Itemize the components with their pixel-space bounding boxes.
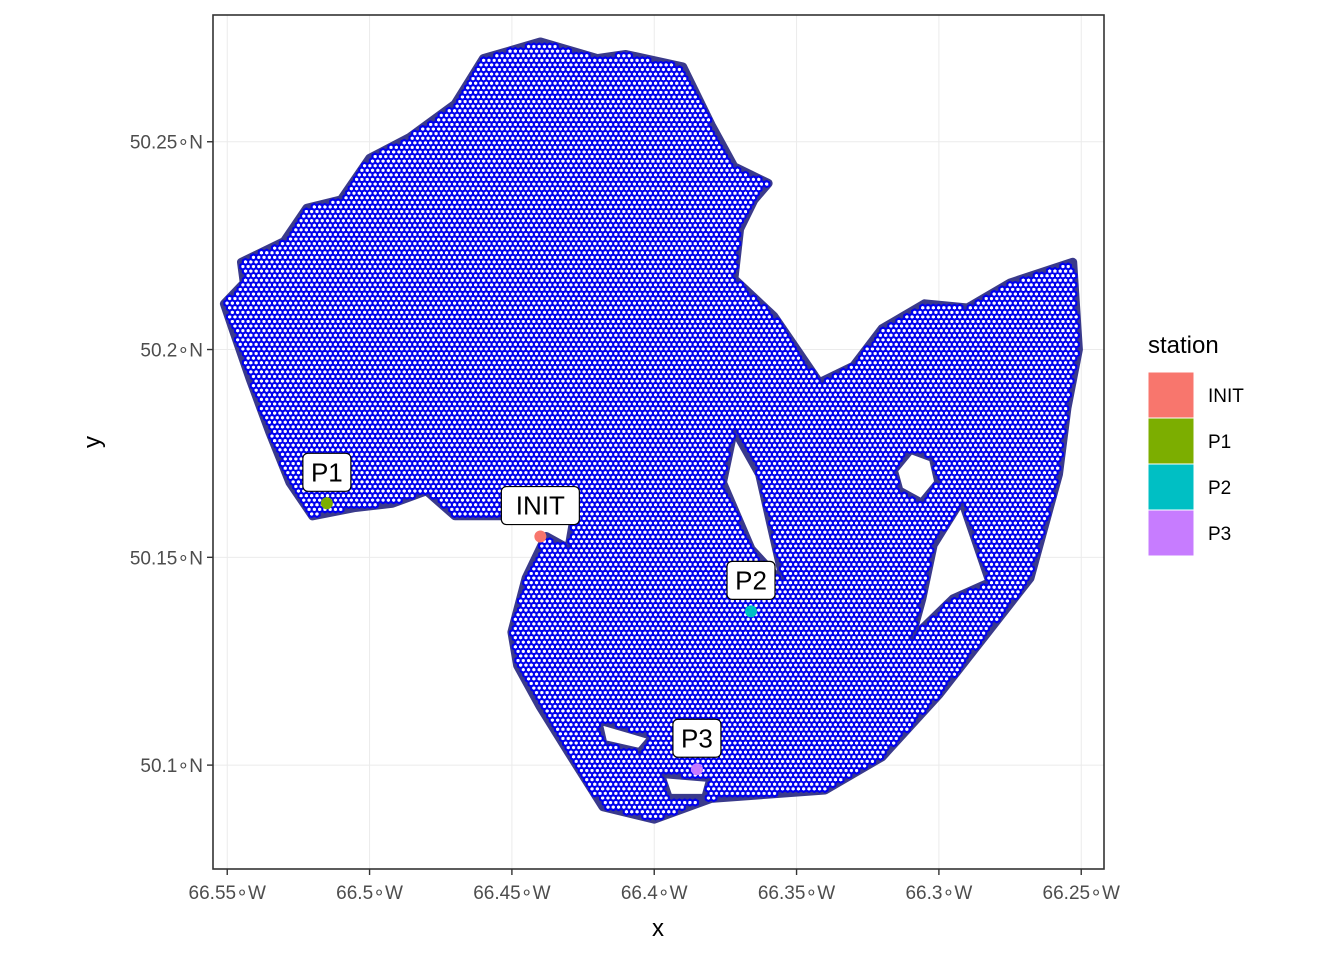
station-label-box — [726, 560, 776, 600]
x-tick-label: 66.45∘W — [473, 883, 550, 904]
station-label-p3: P3 — [672, 718, 722, 758]
station-point-p3 — [690, 763, 703, 776]
legend-label-p2: P2 — [1208, 478, 1231, 499]
x-tick-label: 66.5∘W — [336, 883, 403, 904]
legend-key-init — [1147, 371, 1195, 419]
station-labels: INIT P1 P2 P3 — [302, 452, 776, 758]
y-tick-label: 50.1∘N — [140, 756, 203, 777]
station-point-p1 — [320, 497, 333, 510]
station-label-box — [500, 485, 580, 526]
station-points — [320, 497, 758, 776]
legend: station INIT P1 P2 P3 — [1147, 332, 1244, 557]
station-label-box — [672, 718, 722, 758]
x-tick-label: 66.4∘W — [621, 883, 688, 904]
station-label-text: INIT — [516, 491, 565, 521]
legend-key-p2 — [1147, 463, 1195, 511]
hex-cells — [223, 42, 1080, 821]
station-label-init: INIT — [500, 485, 580, 526]
x-tick-label: 66.35∘W — [758, 883, 835, 904]
station-label-text: P1 — [311, 457, 343, 487]
station-label-p2: P2 — [726, 560, 776, 600]
legend-label-p3: P3 — [1208, 524, 1231, 545]
legend-key-p1 — [1147, 417, 1195, 465]
x-tick-label: 66.25∘W — [1043, 883, 1120, 904]
station-label-text: P2 — [735, 565, 767, 595]
hex-region — [219, 37, 1083, 824]
y-axis-title: y — [79, 436, 106, 448]
y-tick-label: 50.2∘N — [140, 341, 203, 362]
x-axis-title: x — [652, 915, 664, 942]
legend-label-p1: P1 — [1208, 432, 1231, 453]
plot-panel-border — [212, 14, 1105, 870]
legend-key-p3 — [1147, 509, 1195, 557]
x-tick-label: 66.3∘W — [905, 883, 972, 904]
y-axis-ticks: 50.1∘N 50.15∘N 50.2∘N 50.25∘N — [130, 133, 213, 777]
station-label-p1: P1 — [302, 452, 352, 492]
y-tick-label: 50.25∘N — [130, 133, 203, 154]
y-tick-label: 50.15∘N — [130, 548, 203, 569]
station-label-text: P3 — [681, 723, 713, 753]
x-tick-label: 66.55∘W — [189, 883, 266, 904]
legend-title: station — [1148, 332, 1219, 359]
station-label-box — [302, 452, 352, 492]
x-axis-ticks: 66.55∘W 66.5∘W 66.45∘W 66.4∘W 66.35∘W 66.3∘W 6… — [189, 869, 1120, 904]
station-point-p2 — [745, 605, 758, 618]
legend-label-init: INIT — [1208, 386, 1244, 407]
station-point-init — [534, 530, 547, 543]
